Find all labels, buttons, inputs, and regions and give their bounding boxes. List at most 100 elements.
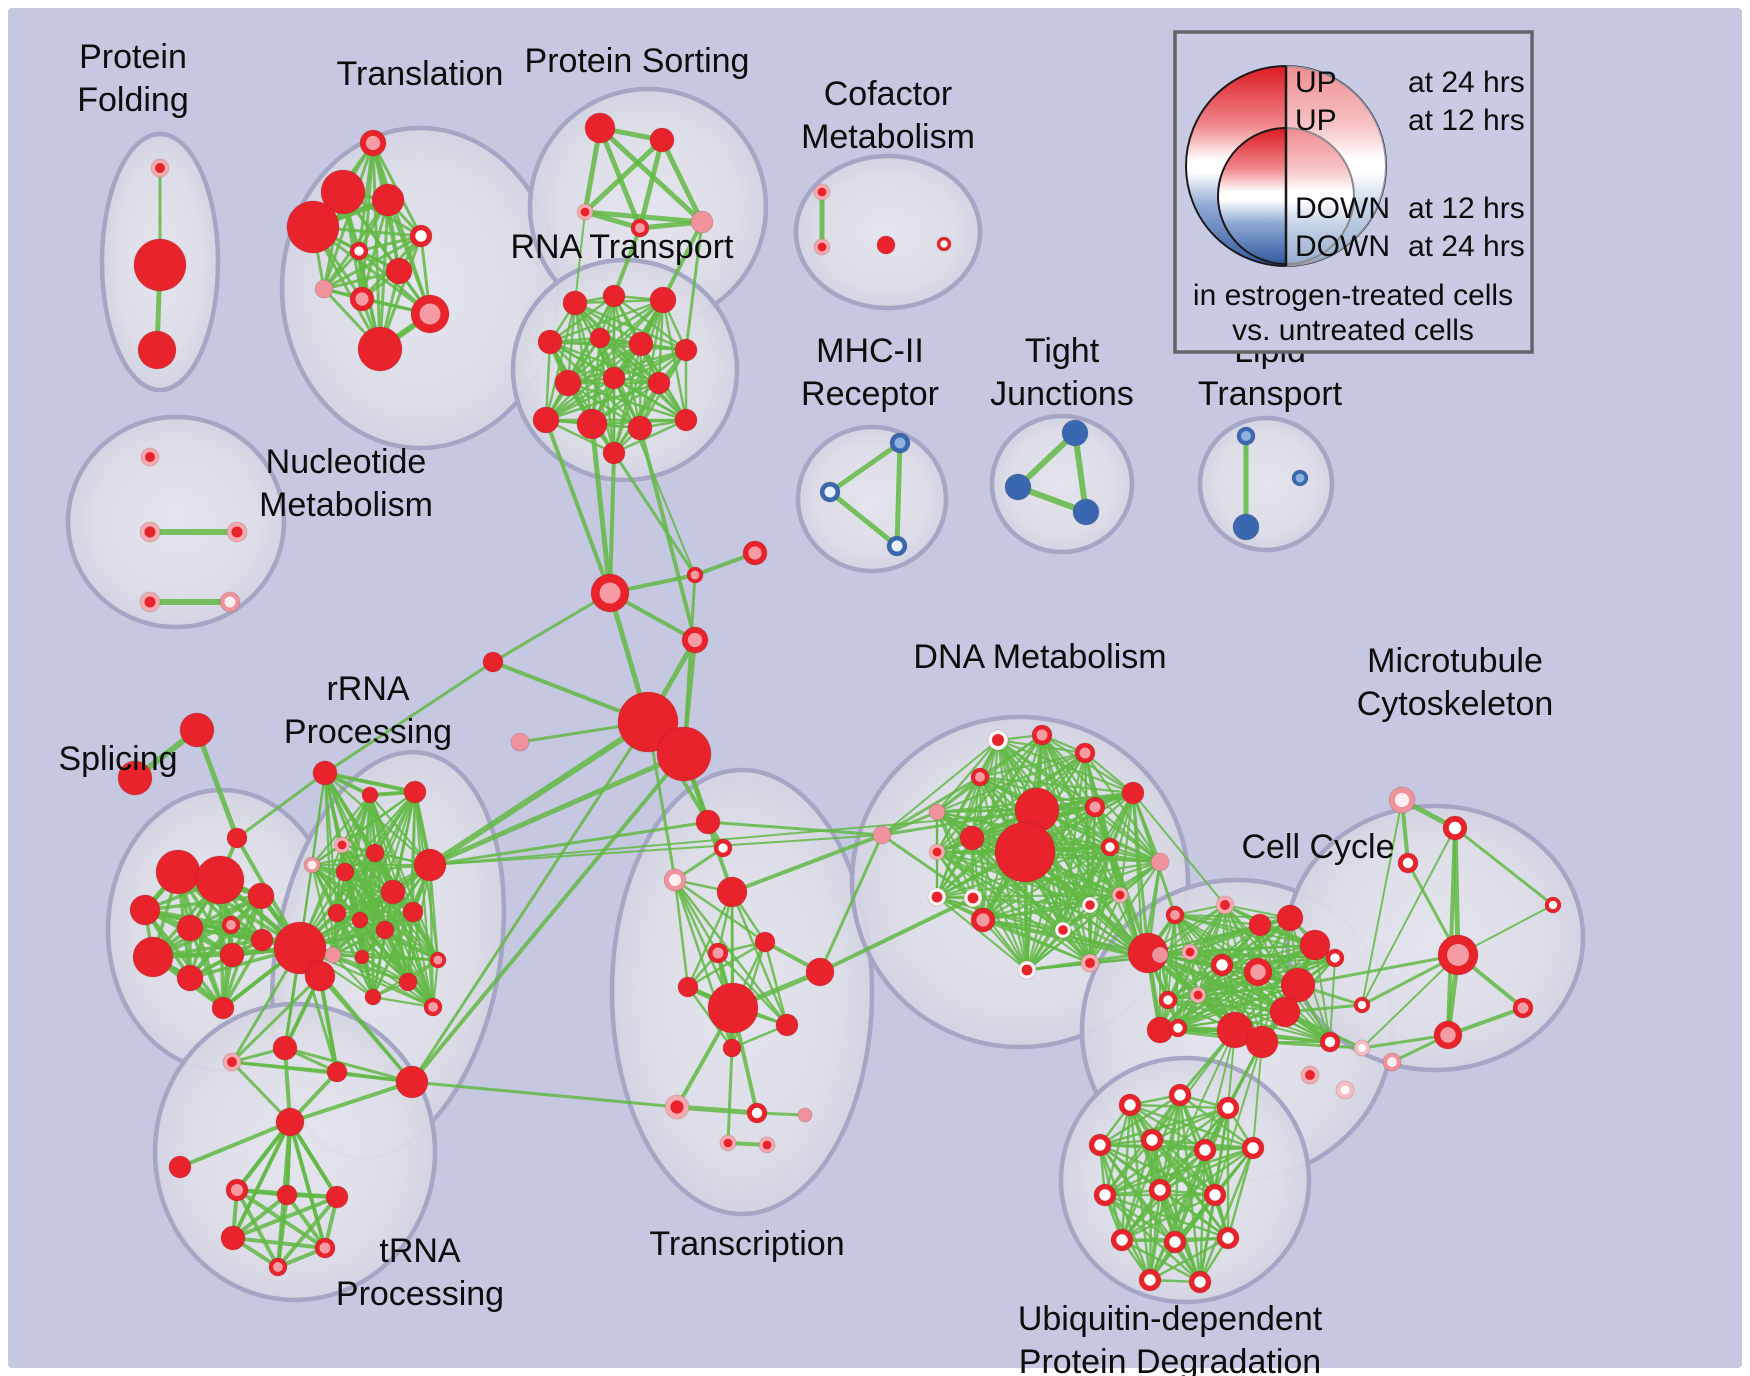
network-edge [310, 793, 372, 867]
cluster-label-cofactor-metabolism: Cofactor Metabolism [801, 75, 975, 156]
cluster-ellipse-lipid-transport [1197, 415, 1335, 553]
network-edge [298, 793, 372, 950]
network-edge [706, 820, 884, 837]
node-outer [677, 976, 699, 998]
network-node [361, 786, 379, 804]
network-node [1269, 996, 1301, 1028]
node-core [1085, 900, 1095, 910]
network-node [1072, 498, 1100, 526]
network-node [225, 1178, 249, 1202]
legend-time-3: at 24 hrs [1408, 230, 1525, 263]
network-node [1397, 852, 1419, 874]
network-node [354, 949, 370, 965]
node-outer [775, 1013, 799, 1037]
network-node [562, 290, 588, 316]
network-node [813, 183, 831, 201]
network-node [819, 481, 841, 503]
network-node [627, 415, 653, 441]
node-core [1330, 953, 1340, 963]
network-node [987, 729, 1009, 751]
network-edge [1098, 1143, 1255, 1150]
network-node [963, 888, 983, 908]
network-edge [1361, 827, 1456, 1006]
node-core [817, 242, 827, 252]
network-edge [1198, 1148, 1207, 1284]
network-node [268, 1257, 288, 1277]
network-node [1203, 1183, 1227, 1207]
network-node [927, 887, 947, 907]
network-edge [548, 340, 688, 352]
network-edge [612, 342, 643, 455]
node-outer [117, 760, 153, 796]
network-node [664, 1094, 690, 1120]
network-node [423, 997, 443, 1017]
node-core [1220, 900, 1230, 910]
node-core [230, 1183, 244, 1197]
node-core [1448, 821, 1462, 835]
network-edge [323, 771, 417, 794]
network-node [333, 836, 351, 854]
network-node [628, 331, 654, 357]
network-node [994, 821, 1056, 883]
network-node [1181, 943, 1199, 961]
node-core [1124, 1099, 1136, 1111]
node-core [891, 540, 903, 552]
network-node [617, 691, 679, 753]
network-edge [1061, 845, 1112, 932]
node-outer [312, 760, 338, 786]
network-edge [410, 1080, 679, 1109]
network-node [324, 946, 342, 964]
network-edge [935, 751, 1087, 814]
network-node [722, 1038, 742, 1058]
network-edge [335, 910, 415, 915]
network-edge [1203, 1040, 1264, 1152]
network-node [364, 988, 382, 1006]
network-node [1081, 896, 1099, 914]
cluster-label-translation: Translation [337, 55, 504, 93]
node-outer [674, 408, 698, 432]
legend-direction-1: UP [1295, 104, 1337, 137]
network-edge [1446, 826, 1457, 1037]
network-node [590, 573, 630, 613]
node-core [1394, 792, 1410, 808]
network-node [1299, 929, 1331, 961]
node-core [1358, 1044, 1366, 1052]
legend-time-0: at 24 hrs [1408, 66, 1525, 99]
network-node [576, 203, 594, 221]
network-node [1325, 948, 1345, 968]
network-node [537, 329, 563, 355]
node-outer [226, 827, 248, 849]
node-core [1222, 1102, 1234, 1114]
node-outer [220, 1225, 246, 1251]
network-node [602, 441, 626, 465]
network-edge [340, 793, 372, 847]
network-node [429, 951, 447, 969]
node-outer [250, 928, 274, 952]
network-edge [371, 928, 387, 999]
network-node [176, 914, 204, 942]
network-edge [880, 810, 939, 837]
network-edge [235, 1120, 292, 1192]
network-edge [310, 851, 377, 867]
node-outer [176, 964, 204, 992]
network-node [1080, 953, 1100, 973]
network-edge [612, 226, 642, 298]
network-edge [818, 833, 884, 974]
node-outer [537, 329, 563, 355]
network-node [320, 169, 366, 215]
network-edge [686, 940, 767, 989]
node-core [1163, 995, 1173, 1005]
network-node [647, 371, 671, 395]
node-core [751, 1107, 763, 1119]
network-node [554, 369, 582, 397]
network-node [314, 279, 334, 299]
node-outer [211, 996, 235, 1020]
network-edge [880, 808, 1039, 837]
network-node [1111, 886, 1129, 904]
network-node [1138, 1268, 1162, 1292]
network-edge [1040, 733, 1112, 849]
network-edge [1025, 791, 1135, 972]
node-core [670, 1100, 684, 1114]
node-core [1447, 944, 1469, 966]
network-node [970, 767, 990, 787]
